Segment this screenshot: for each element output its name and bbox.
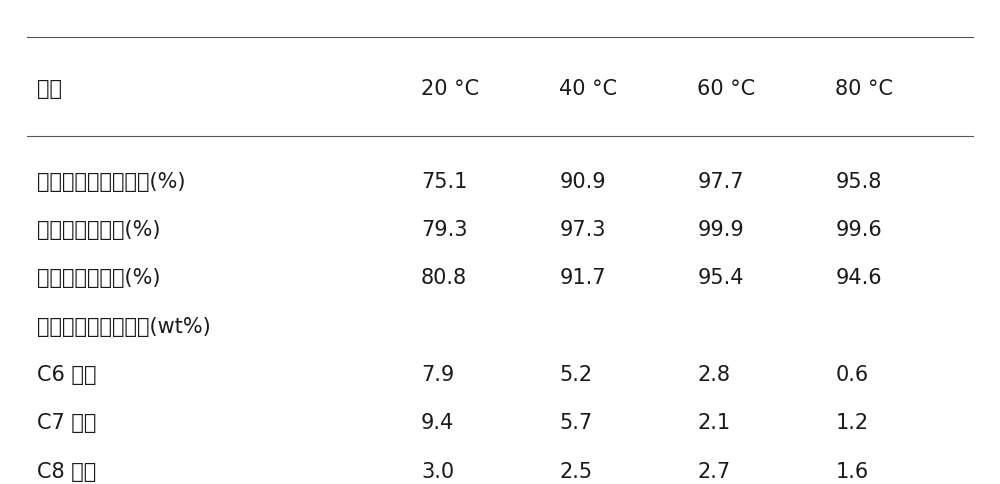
Text: C7 芳烃: C7 芳烃 — [37, 413, 96, 433]
Text: C6 芳烃: C6 芳烃 — [37, 365, 96, 385]
Text: 99.6: 99.6 — [835, 220, 882, 240]
Text: 20 °C: 20 °C — [421, 79, 479, 99]
Text: 2.7: 2.7 — [697, 462, 730, 482]
Text: 95.8: 95.8 — [835, 172, 882, 192]
Text: 80.8: 80.8 — [421, 268, 467, 288]
Text: 温度: 温度 — [37, 79, 62, 99]
Text: 1.6: 1.6 — [835, 462, 869, 482]
Text: 95.4: 95.4 — [697, 268, 744, 288]
Text: 60 °C: 60 °C — [697, 79, 755, 99]
Text: 97.7: 97.7 — [697, 172, 744, 192]
Text: 5.7: 5.7 — [559, 413, 592, 433]
Text: 40 °C: 40 °C — [559, 79, 617, 99]
Text: 79.3: 79.3 — [421, 220, 468, 240]
Text: 1.2: 1.2 — [835, 413, 868, 433]
Text: 芳烃烷基化产物分布(wt%): 芳烃烷基化产物分布(wt%) — [37, 317, 210, 337]
Text: 混合烯烃转化率(%): 混合烯烃转化率(%) — [37, 268, 160, 288]
Text: 99.9: 99.9 — [697, 220, 744, 240]
Text: 75.1: 75.1 — [421, 172, 467, 192]
Text: 5.2: 5.2 — [559, 365, 592, 385]
Text: 0.6: 0.6 — [835, 365, 869, 385]
Text: 3.0: 3.0 — [421, 462, 454, 482]
Text: 91.7: 91.7 — [559, 268, 606, 288]
Text: 97.3: 97.3 — [559, 220, 606, 240]
Text: 多环芳烃转化率(%): 多环芳烃转化率(%) — [37, 220, 160, 240]
Text: 2.5: 2.5 — [559, 462, 592, 482]
Text: 80 °C: 80 °C — [835, 79, 893, 99]
Text: 94.6: 94.6 — [835, 268, 882, 288]
Text: 9.4: 9.4 — [421, 413, 454, 433]
Text: 2.8: 2.8 — [697, 365, 730, 385]
Text: 2.1: 2.1 — [697, 413, 730, 433]
Text: 7.9: 7.9 — [421, 365, 454, 385]
Text: 90.9: 90.9 — [559, 172, 606, 192]
Text: C8 芳烃: C8 芳烃 — [37, 462, 96, 482]
Text: 单环低碳芳烃转化率(%): 单环低碳芳烃转化率(%) — [37, 172, 185, 192]
